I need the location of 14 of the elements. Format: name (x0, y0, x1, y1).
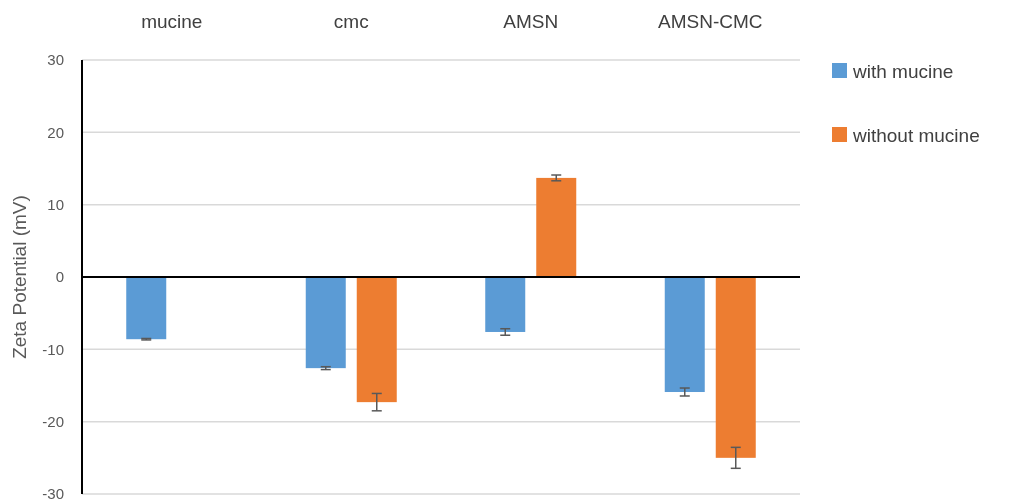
x-tick-label: mucine (141, 11, 203, 32)
y-tick-label: -20 (42, 412, 64, 430)
y-tick-label: 20 (47, 123, 64, 141)
x-tick-label: AMSN-CMC (658, 11, 763, 32)
y-tick-label: -30 (42, 485, 64, 501)
x-tick-label: cmc (333, 11, 369, 32)
legend-label: with mucine (852, 60, 954, 82)
y-tick-label: 0 (55, 268, 64, 286)
x-tick-label: AMSN (503, 11, 559, 32)
y-tick-label: 10 (47, 195, 64, 213)
y-axis-title: Zeta Potential (mV) (9, 195, 30, 359)
legend-label: without mucine (852, 124, 980, 146)
y-tick-label: 30 (47, 51, 64, 69)
y-tick-label: -10 (42, 340, 64, 358)
